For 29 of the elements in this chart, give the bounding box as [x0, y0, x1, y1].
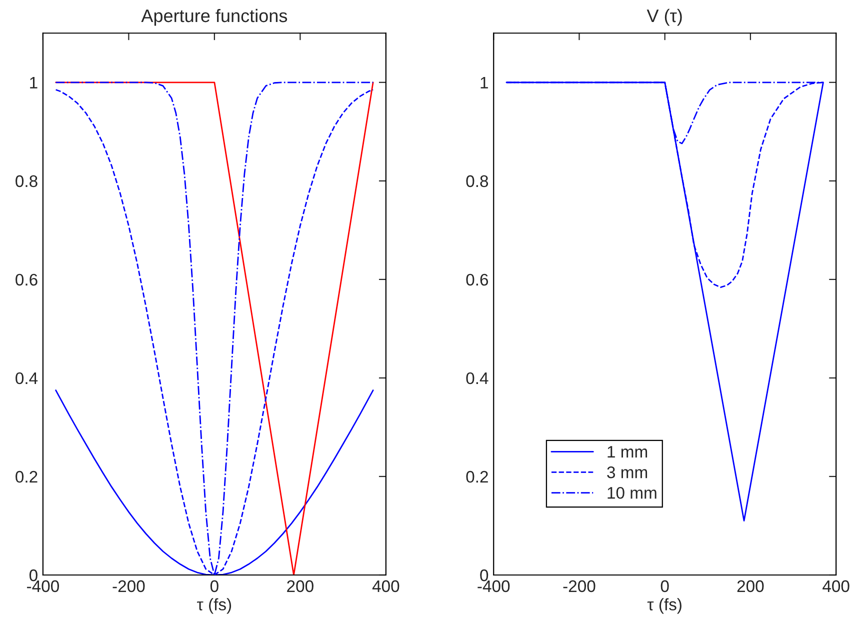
x-tick-label: 200: [287, 580, 314, 592]
y-tick-label: 0.2: [466, 470, 488, 483]
x-axis-title: τ (fs): [197, 598, 232, 614]
x-tick-label: -200: [112, 580, 145, 592]
legend-label: 3 mm: [607, 466, 648, 478]
y-tick-label: 0.8: [16, 175, 38, 188]
y-tick-label: 0.8: [466, 175, 488, 188]
x-tick-label: 0: [660, 580, 669, 592]
y-tick-label: 0.2: [16, 470, 38, 483]
y-tick-label: 0: [480, 569, 488, 582]
y-tick-label: 0.4: [466, 372, 488, 384]
chart-title: Aperture functions: [141, 8, 288, 26]
x-tick-label: 400: [372, 580, 400, 592]
y-tick-label: 0.6: [466, 274, 488, 286]
chart-title: V (τ): [646, 8, 682, 26]
x-tick-label: -400: [478, 580, 510, 592]
x-tick-label: 0: [210, 580, 218, 592]
x-axis-title: τ (fs): [647, 598, 682, 614]
x-tick-label: 400: [822, 580, 850, 592]
x-tick-label: -200: [563, 580, 596, 592]
legend-label: 10 mm: [608, 486, 656, 499]
y-tick-label: 0.4: [16, 372, 38, 384]
x-tick-label: -400: [27, 580, 59, 592]
y-tick-label: 1: [30, 76, 38, 88]
y-tick-label: 0.6: [16, 274, 38, 286]
y-tick-label: 1: [480, 76, 488, 88]
x-tick-label: 200: [737, 580, 764, 592]
y-tick-label: 0: [29, 569, 38, 582]
legend-label: 1 mm: [608, 446, 648, 458]
